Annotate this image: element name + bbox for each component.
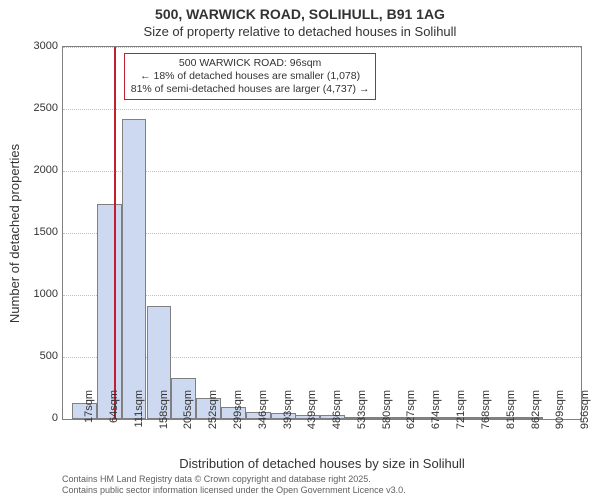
annotation-line: ← 18% of detached houses are smaller (1,… bbox=[131, 70, 370, 83]
x-tick-label: 158sqm bbox=[158, 390, 170, 430]
annotation-line: 500 WARWICK ROAD: 96sqm bbox=[131, 57, 370, 70]
histogram-bar bbox=[97, 204, 122, 419]
x-tick-label: 205sqm bbox=[182, 390, 194, 430]
histogram-chart: 500, WARWICK ROAD, SOLIHULL, B91 1AG Siz… bbox=[0, 0, 600, 500]
y-tick-label: 3000 bbox=[34, 40, 58, 52]
plot-area: 500 WARWICK ROAD: 96sqm← 18% of detached… bbox=[62, 46, 582, 420]
y-tick-label: 2000 bbox=[34, 164, 58, 176]
y-tick-label: 1000 bbox=[34, 288, 58, 300]
chart-subtitle: Size of property relative to detached ho… bbox=[0, 24, 600, 39]
x-tick-label: 533sqm bbox=[356, 390, 368, 430]
x-tick-label: 721sqm bbox=[455, 390, 467, 430]
x-tick-label: 580sqm bbox=[381, 390, 393, 430]
y-tick-label: 500 bbox=[40, 350, 58, 362]
y-axis-label: Number of detached properties bbox=[8, 46, 22, 420]
x-tick-label: 486sqm bbox=[331, 390, 343, 430]
y-tick-label: 1500 bbox=[34, 226, 58, 238]
gridline bbox=[63, 47, 581, 48]
x-tick-label: 768sqm bbox=[480, 390, 492, 430]
x-tick-label: 815sqm bbox=[505, 390, 517, 430]
x-tick-label: 439sqm bbox=[306, 390, 318, 430]
x-tick-label: 674sqm bbox=[430, 390, 442, 430]
x-tick-label: 252sqm bbox=[207, 390, 219, 430]
footnote: Contains HM Land Registry data © Crown c… bbox=[62, 474, 582, 496]
x-tick-label: 346sqm bbox=[257, 390, 269, 430]
x-tick-label: 956sqm bbox=[579, 390, 591, 430]
x-tick-label: 299sqm bbox=[232, 390, 244, 430]
annotation-line: 81% of semi-detached houses are larger (… bbox=[131, 83, 370, 96]
x-tick-label: 909sqm bbox=[554, 390, 566, 430]
x-axis-label: Distribution of detached houses by size … bbox=[62, 456, 582, 471]
footnote-line-1: Contains HM Land Registry data © Crown c… bbox=[62, 474, 582, 485]
reference-line bbox=[114, 47, 116, 419]
chart-title: 500, WARWICK ROAD, SOLIHULL, B91 1AG bbox=[0, 6, 600, 22]
annotation-box: 500 WARWICK ROAD: 96sqm← 18% of detached… bbox=[124, 53, 377, 100]
footnote-line-2: Contains public sector information licen… bbox=[62, 485, 582, 496]
y-tick-label: 0 bbox=[52, 412, 58, 424]
x-tick-label: 862sqm bbox=[530, 390, 542, 430]
x-tick-label: 111sqm bbox=[133, 390, 145, 430]
x-tick-label: 64sqm bbox=[108, 390, 120, 430]
x-tick-label: 393sqm bbox=[282, 390, 294, 430]
x-tick-label: 627sqm bbox=[405, 390, 417, 430]
histogram-bar bbox=[122, 119, 147, 419]
gridline bbox=[63, 109, 581, 110]
y-tick-label: 2500 bbox=[34, 102, 58, 114]
x-tick-label: 17sqm bbox=[83, 390, 95, 430]
